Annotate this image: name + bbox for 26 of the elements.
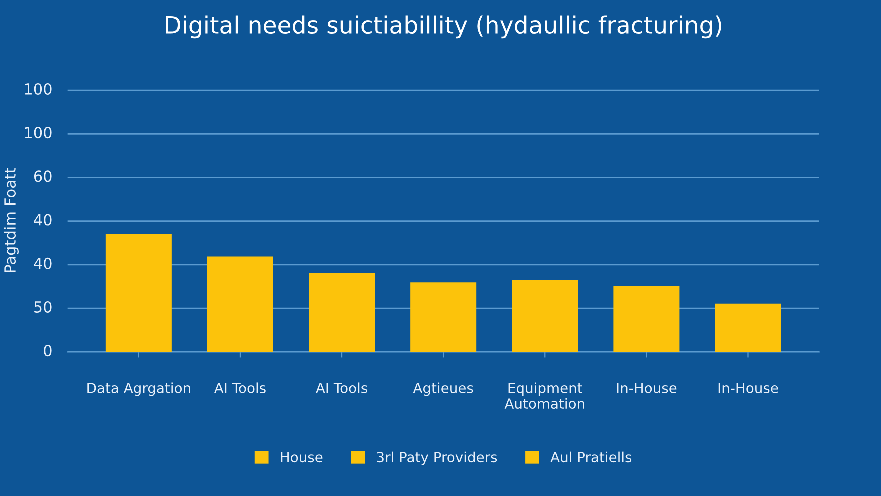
legend-label: 3rl Paty Providers (377, 452, 498, 466)
text: 50 (34, 301, 52, 313)
legend-label: Aul Pratiells (550, 452, 632, 463)
text: 100 (25, 83, 52, 96)
x-tick-label: AI Tools (316, 382, 368, 394)
x-tick-label: Equipment Automation (504, 382, 584, 410)
bar (512, 280, 578, 352)
x-tick-label: AI Tools (214, 382, 266, 394)
x-tick-label: Agtieues (413, 382, 474, 396)
y-axis-title: Pagtdim Foatt (4, 168, 19, 272)
bar (207, 256, 274, 352)
bar (309, 273, 376, 352)
chart-title: Digital needs suictiabillity (hydaullic fracturing) (166, 16, 722, 39)
text: 0 (44, 345, 52, 357)
text: 100 (25, 127, 52, 139)
x-tick-label: In-House (617, 383, 677, 394)
x-tick-label: Data Agrgation (88, 382, 190, 396)
text: 40 (34, 214, 52, 226)
text: 60 (34, 170, 52, 182)
legend-label: House (281, 452, 323, 463)
bar (106, 234, 172, 352)
bar (410, 282, 477, 352)
text: 40 (34, 258, 52, 270)
bar (715, 304, 782, 352)
bar (614, 286, 680, 352)
x-tick-label: In-House (718, 383, 778, 394)
